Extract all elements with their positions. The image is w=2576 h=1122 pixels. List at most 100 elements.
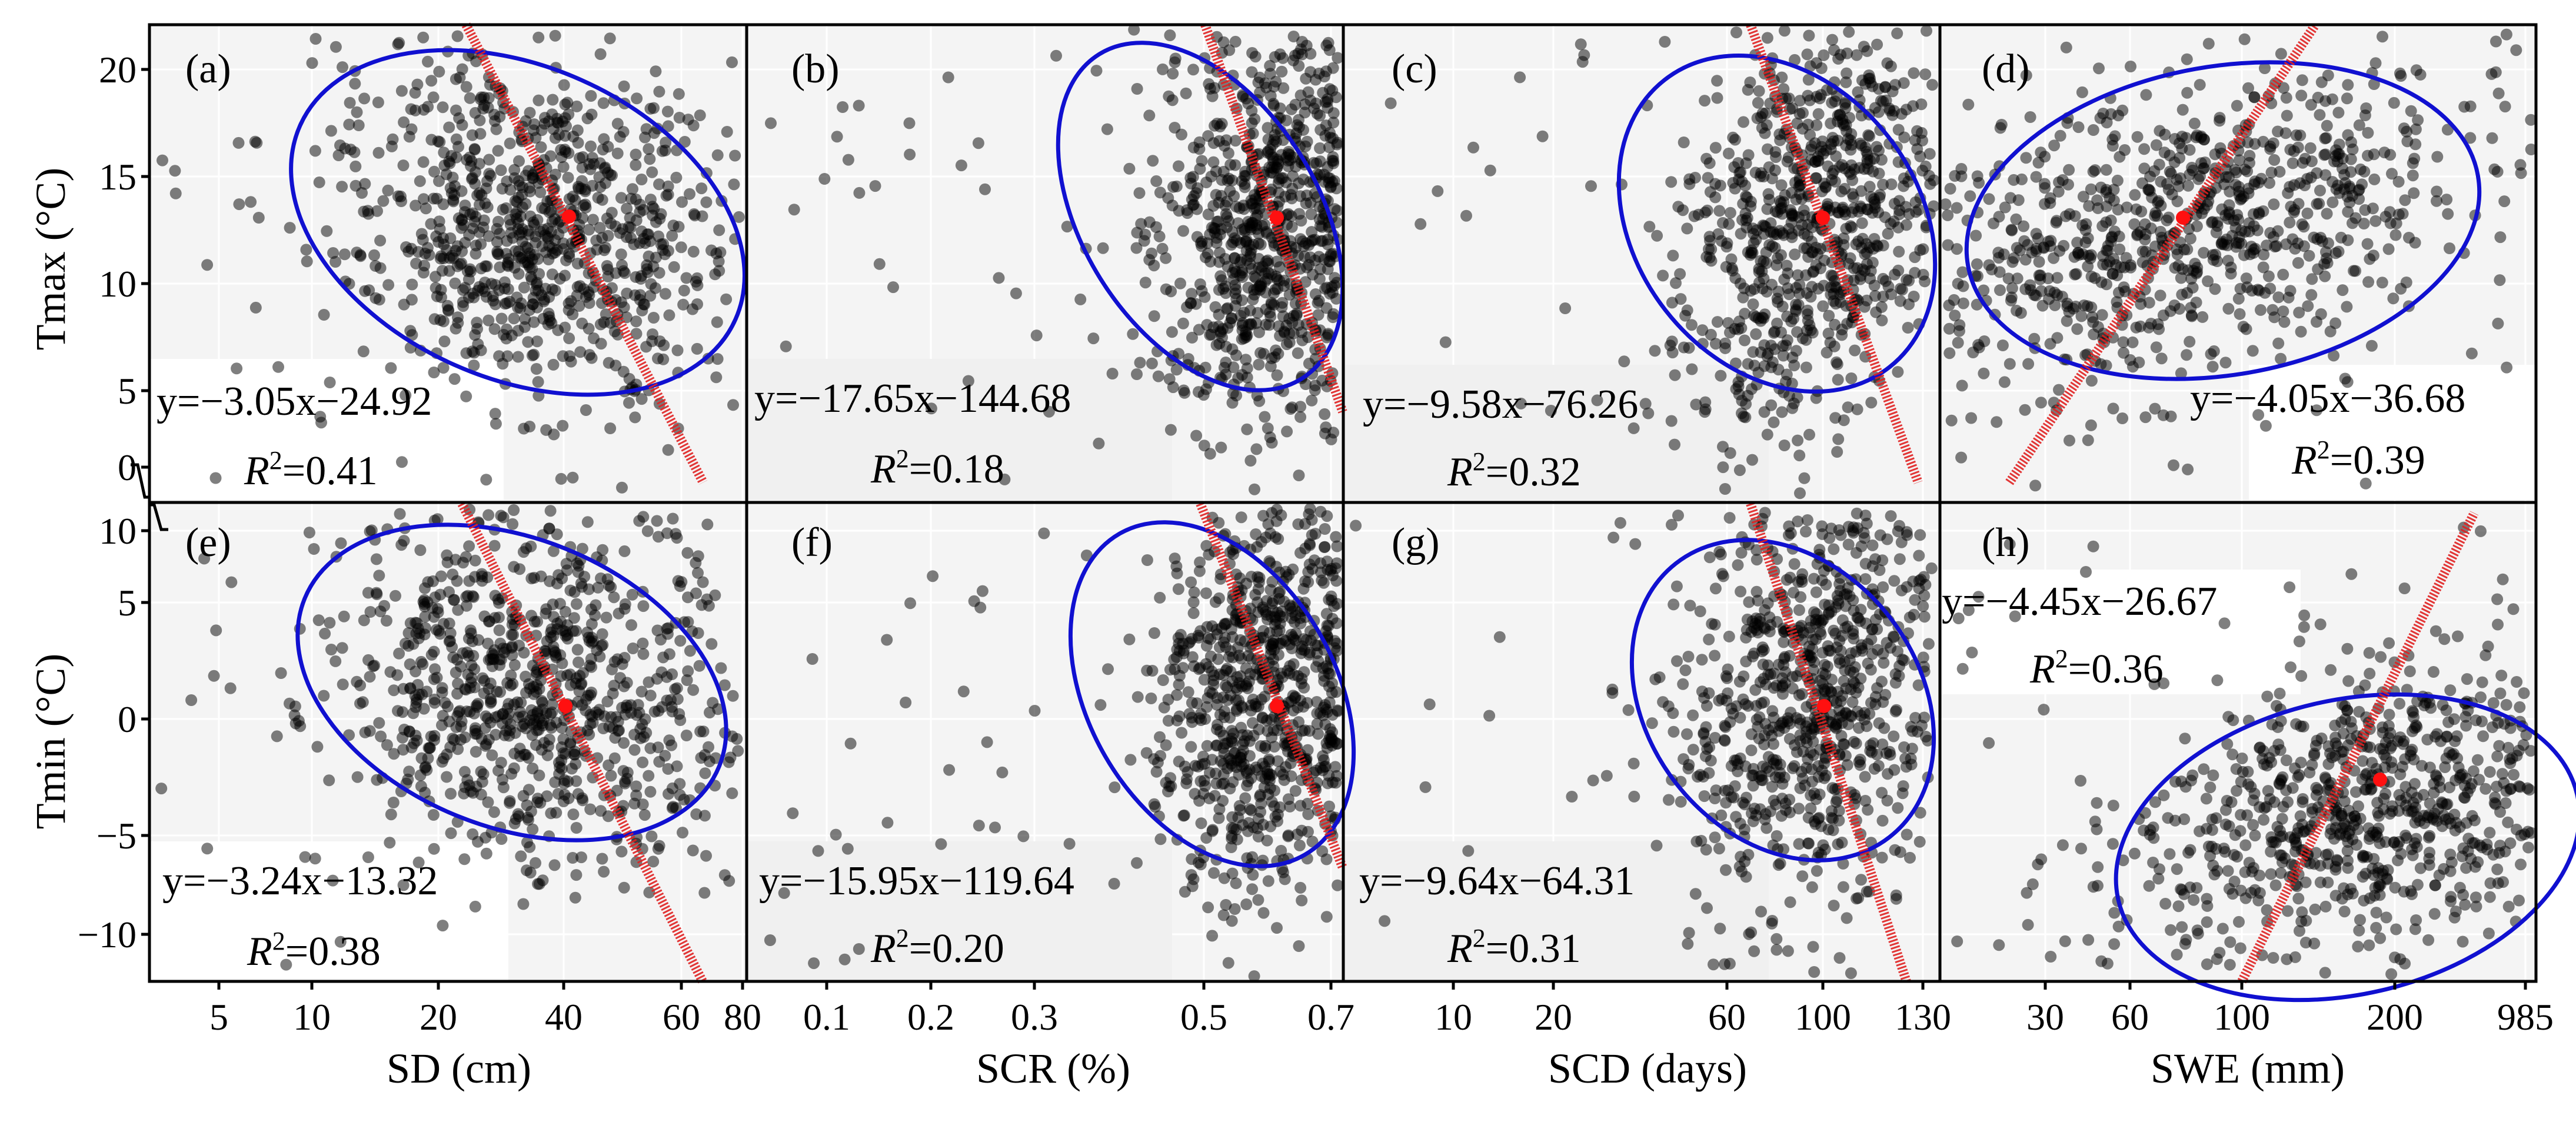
scatter-point xyxy=(955,159,967,172)
scatter-point xyxy=(392,38,404,51)
scatter-point xyxy=(1908,67,1920,79)
scatter-point xyxy=(643,228,654,241)
scatter-point xyxy=(1236,324,1249,337)
scatter-point xyxy=(2327,196,2339,208)
scatter-point xyxy=(2100,216,2112,228)
scatter-point xyxy=(1244,318,1257,330)
scatter-point xyxy=(1559,302,1572,314)
scatter-point xyxy=(403,765,415,778)
scatter-point xyxy=(1330,617,1343,630)
scatter-point xyxy=(2134,226,2146,238)
eq-box-b xyxy=(748,359,1172,500)
scatter-point xyxy=(555,722,568,734)
scatter-point xyxy=(1880,94,1892,106)
scatter-point xyxy=(2024,111,2036,123)
scatter-point xyxy=(2272,291,2285,304)
scatter-point xyxy=(1198,774,1210,787)
scatter-point xyxy=(1711,92,1723,104)
scatter-point xyxy=(727,399,739,411)
scatter-point xyxy=(1868,233,1881,245)
scatter-point xyxy=(705,244,717,257)
scatter-point xyxy=(585,603,597,615)
scatter-point xyxy=(2304,142,2317,154)
scatter-point xyxy=(2314,109,2326,121)
scatter-point xyxy=(659,248,671,261)
scatter-point xyxy=(1818,279,1830,292)
scatter-point xyxy=(2292,141,2304,154)
scatter-point xyxy=(1696,324,1709,337)
scatter-point xyxy=(1246,105,1258,117)
scatter-point xyxy=(581,112,594,125)
scatter-point xyxy=(661,105,674,118)
scatter-point xyxy=(2321,119,2333,132)
scatter-point xyxy=(502,257,514,269)
scatter-point xyxy=(637,204,650,216)
scatter-point xyxy=(498,276,511,288)
scatter-point xyxy=(1299,250,1310,262)
scatter-point xyxy=(1901,274,1913,286)
scatter-point xyxy=(1262,122,1274,134)
scatter-point xyxy=(1983,193,1995,205)
scatter-point xyxy=(1686,363,1698,375)
scatter-point xyxy=(2029,480,2042,492)
scatter-point xyxy=(657,651,670,664)
scatter-point xyxy=(272,361,284,373)
scatter-point xyxy=(831,131,843,143)
scatter-point xyxy=(1147,155,1159,167)
scatter-point xyxy=(565,355,577,368)
scatter-point xyxy=(1300,72,1312,85)
scatter-point xyxy=(2342,79,2354,91)
scatter-point xyxy=(2342,234,2354,247)
scatter-point xyxy=(1970,229,1982,242)
scatter-point xyxy=(1681,222,1693,235)
scatter-point xyxy=(428,313,441,325)
scatter-point xyxy=(1846,188,1859,200)
scatter-point xyxy=(513,640,525,652)
scatter-point xyxy=(2191,261,2204,274)
scatter-point xyxy=(608,591,620,604)
scatter-point xyxy=(656,701,668,713)
scatter-point xyxy=(715,662,727,674)
scatter-point xyxy=(2155,175,2167,188)
scatter-point xyxy=(351,675,363,688)
scatter-point xyxy=(2126,336,2139,348)
scatter-point xyxy=(1236,267,1249,279)
scatter-point xyxy=(1148,259,1160,272)
scatter-point xyxy=(2131,131,2144,143)
scatter-point xyxy=(445,149,458,162)
scatter-point xyxy=(1755,167,1768,179)
scatter-point xyxy=(2087,165,2099,178)
scatter-point xyxy=(641,525,654,537)
scatter-point xyxy=(325,644,337,655)
scatter-point xyxy=(1254,347,1267,359)
scatter-point xyxy=(2444,242,2455,254)
scatter-point xyxy=(1803,29,1815,42)
scatter-point xyxy=(2101,278,2112,291)
scatter-point xyxy=(1727,177,1739,189)
scatter-point xyxy=(699,767,711,780)
scatter-point xyxy=(1150,221,1162,233)
scatter-point xyxy=(524,841,536,853)
scatter-point xyxy=(1778,440,1790,451)
scatter-point xyxy=(1187,596,1200,608)
scatter-point xyxy=(1896,284,1908,296)
scatter-point xyxy=(334,139,346,151)
scatter-point xyxy=(2441,194,2453,206)
scatter-point xyxy=(1793,108,1806,120)
scatter-point xyxy=(2498,195,2511,208)
scatter-point xyxy=(881,817,894,829)
scatter-point xyxy=(508,659,521,671)
scatter-point xyxy=(425,218,437,230)
scatter-point xyxy=(1328,279,1340,292)
scatter-point xyxy=(1331,138,1343,151)
scatter-point xyxy=(2111,296,2123,308)
scatter-point xyxy=(1222,957,1234,969)
scatter-point xyxy=(1221,211,1233,223)
scatter-point xyxy=(962,375,974,387)
scatter-point xyxy=(504,718,517,731)
scatter-point xyxy=(1260,531,1272,544)
scatter-point xyxy=(2214,142,2226,154)
scatter-point xyxy=(2186,310,2198,322)
scatter-point xyxy=(1186,288,1198,300)
scatter-point xyxy=(1739,308,1751,320)
